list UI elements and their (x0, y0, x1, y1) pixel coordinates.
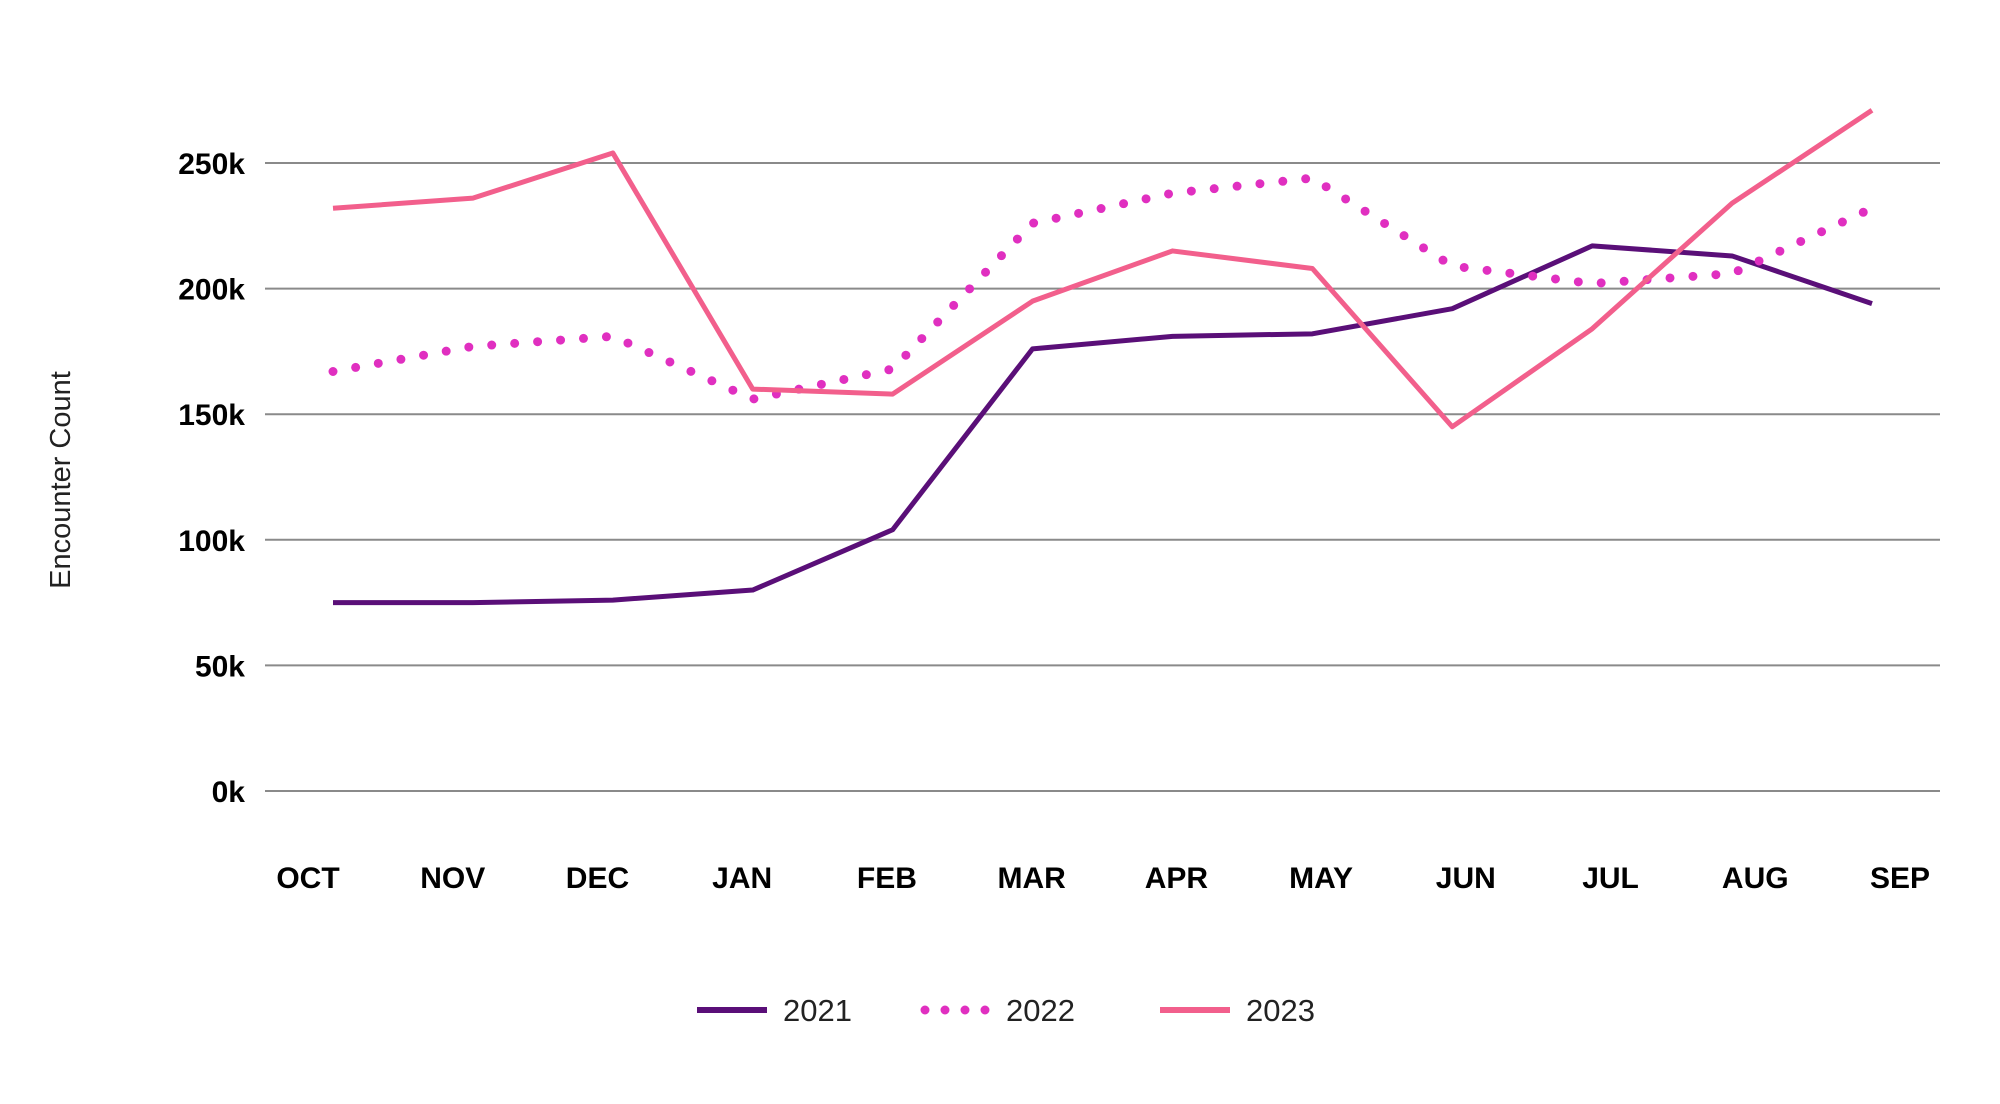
x-tick-label: MAY (1289, 862, 1353, 895)
x-tick-label: MAR (997, 862, 1066, 895)
series-line-2023 (332, 108, 1874, 430)
series-line-2022 (328, 173, 1877, 404)
y-tick-label: 200k (178, 274, 245, 307)
x-tick-label: JUL (1582, 862, 1639, 895)
y-tick-label: 100k (178, 525, 245, 558)
x-tick-label: NOV (420, 862, 485, 895)
y-axis-ticks: 0k 50k 100k 150k 200k 250k (178, 148, 245, 809)
legend-label-2022: 2022 (1006, 993, 1075, 1028)
x-tick-label: JAN (712, 862, 772, 895)
legend-label-2023: 2023 (1246, 993, 1315, 1028)
series-line-2021 (333, 243, 1873, 606)
x-tick-label: OCT (276, 862, 339, 895)
series-lines (328, 108, 1877, 606)
x-tick-label: DEC (566, 862, 629, 895)
x-tick-label: JUN (1436, 862, 1496, 895)
y-tick-label: 150k (178, 399, 245, 432)
x-tick-label: AUG (1722, 862, 1789, 895)
y-axis-title: Encounter Count (45, 371, 77, 589)
y-tick-label: 0k (212, 776, 246, 809)
x-tick-label: FEB (857, 862, 917, 895)
legend: 2021 2022 2023 (697, 993, 1315, 1028)
legend-label-2021: 2021 (783, 993, 852, 1028)
y-tick-label: 50k (195, 650, 245, 683)
gridlines (265, 162, 1940, 792)
x-tick-label: APR (1145, 862, 1209, 895)
y-tick-label: 250k (178, 148, 245, 181)
x-axis-ticks: OCT NOV DEC JAN FEB MAR APR MAY JUN JUL AUG SEP (276, 862, 1930, 895)
x-tick-label: SEP (1870, 862, 1930, 895)
